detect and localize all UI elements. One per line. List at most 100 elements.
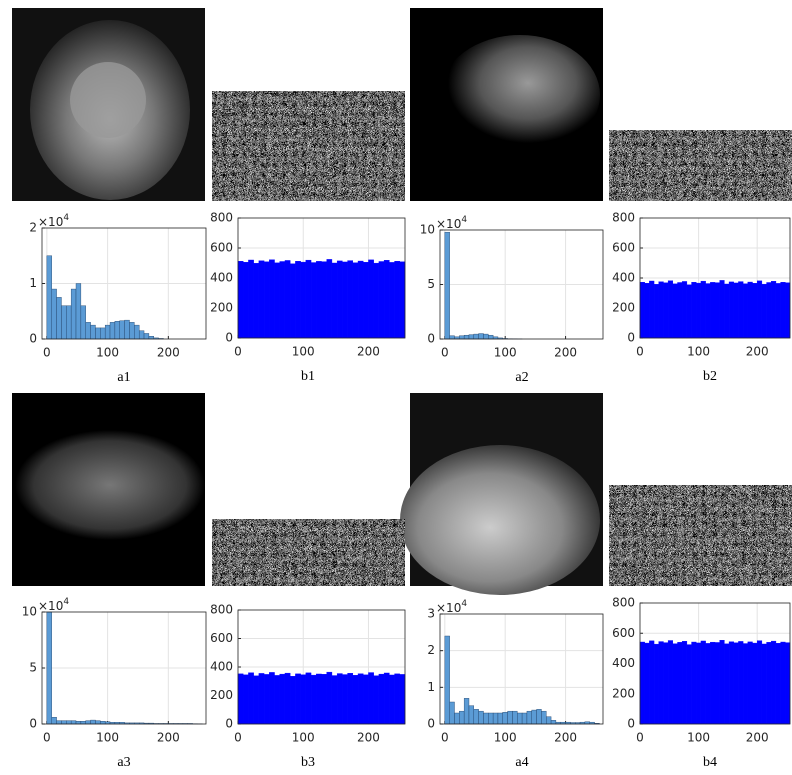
y-tick-label: 1	[29, 276, 37, 290]
histogram-bar	[512, 710, 518, 725]
histogram-bar	[780, 641, 786, 725]
caption: a1	[117, 370, 130, 385]
histogram-bar	[719, 640, 725, 725]
histogram-bar	[248, 672, 254, 725]
histogram-bar	[263, 674, 270, 725]
histogram-bar	[389, 262, 395, 339]
histogram-bar	[473, 709, 479, 725]
axes-box	[237, 609, 406, 725]
histogram-bar	[368, 259, 374, 339]
histogram-bar	[305, 672, 312, 725]
histogram-bar	[336, 260, 343, 339]
histogram-bar	[705, 283, 711, 339]
histogram-bar	[468, 705, 475, 725]
histogram-bar	[124, 319, 130, 340]
histogram-bar	[639, 641, 645, 725]
histogram-bar	[649, 280, 655, 339]
histogram-bar	[109, 322, 116, 340]
histogram-bar	[279, 673, 286, 725]
x-tick-label: 0	[636, 345, 644, 359]
y-tick-label: 800	[210, 603, 233, 617]
histogram-bar	[752, 642, 758, 725]
histogram-bar	[331, 262, 338, 339]
histogram-bar	[269, 672, 275, 725]
mri-images	[12, 8, 603, 595]
histogram-bar	[373, 262, 380, 339]
histogram-bar	[100, 721, 106, 725]
histogram-bar	[696, 642, 702, 725]
histogram-bar	[399, 261, 406, 339]
histogram-bar	[316, 673, 322, 725]
x-tick-label: 200	[357, 731, 380, 745]
histogram-bar	[80, 721, 86, 725]
histogram-bar	[134, 324, 140, 340]
x-tick-label: 0	[636, 731, 644, 745]
histogram-bar	[389, 674, 395, 725]
histogram-bar	[738, 281, 744, 339]
histogram-bar	[279, 261, 286, 339]
histogram-bar	[526, 710, 532, 725]
y-multiplier-exponent: 4	[63, 213, 69, 223]
histogram-bar	[459, 710, 465, 725]
histogram-bar	[269, 259, 275, 339]
histogram-chart: 0 200 400 600 800 0 100 200 b2	[612, 211, 791, 384]
histogram-bar	[728, 281, 734, 339]
histogram-bar	[444, 635, 450, 725]
image-noise	[212, 91, 405, 201]
histogram-bar	[90, 719, 96, 725]
histogram-bar	[243, 262, 249, 339]
y-tick-label: 0	[29, 717, 37, 731]
x-tick-label: 0	[234, 345, 242, 359]
histogram-chart: 0 200 400 600 800 0 100 200 b3	[210, 603, 406, 770]
histogram-bar	[742, 283, 749, 339]
histogram-bar	[550, 720, 557, 725]
histogram-bar	[383, 672, 390, 725]
histogram-bar	[95, 720, 101, 725]
histogram-bar	[352, 675, 359, 725]
histogram-chart: 0 200 400 600 800 0 100 200 b1	[210, 211, 406, 384]
histogram-bar	[289, 676, 296, 725]
histogram-bar	[237, 261, 244, 339]
histogram-bar	[399, 674, 406, 725]
histogram-bar	[51, 288, 57, 340]
histogram-bar	[248, 259, 254, 339]
y-tick-label: 200	[612, 686, 635, 700]
histogram-bar	[468, 334, 475, 340]
histogram-bar	[357, 260, 364, 339]
x-tick-label: 200	[746, 345, 769, 359]
histogram-bar	[253, 263, 260, 339]
histogram-bar	[766, 282, 772, 339]
histogram-chart: 0 1 2 0 100 200 ×104 a1	[29, 213, 207, 385]
histogram-bar	[714, 642, 720, 725]
histogram-bar	[46, 255, 52, 340]
y-multiplier: ×104	[436, 215, 467, 231]
image-knee-bone	[70, 62, 146, 138]
histogram-bar	[483, 333, 489, 340]
y-tick-label: 0	[225, 717, 233, 731]
histogram-bar	[733, 642, 739, 725]
histogram-bar	[454, 712, 460, 725]
axes-box	[639, 217, 791, 339]
histogram-bar	[649, 640, 655, 725]
image-ankle-tissue	[400, 445, 600, 595]
x-tick-label: 100	[96, 346, 119, 360]
x-tick-label: 200	[357, 345, 380, 359]
histogram-bar	[691, 641, 697, 725]
image-noise	[212, 519, 405, 586]
y-tick-label: 600	[612, 241, 635, 255]
histogram-bar	[148, 336, 154, 340]
y-tick-label: 200	[210, 301, 233, 315]
y-multiplier-exponent: 4	[461, 599, 467, 609]
axes-box	[41, 611, 207, 725]
y-multiplier: ×104	[38, 597, 69, 613]
x-tick-label: 200	[157, 346, 180, 360]
histogram-chart: 0 1 2 3 0 100 200 ×104 a4	[427, 599, 604, 770]
y-tick-label: 800	[612, 596, 635, 610]
histogram-bar	[75, 283, 82, 340]
histogram-bar	[667, 280, 674, 339]
histogram-bar	[658, 281, 664, 339]
histogram-bar	[756, 640, 763, 725]
histogram-bar	[658, 641, 664, 725]
axes-box	[439, 613, 604, 725]
